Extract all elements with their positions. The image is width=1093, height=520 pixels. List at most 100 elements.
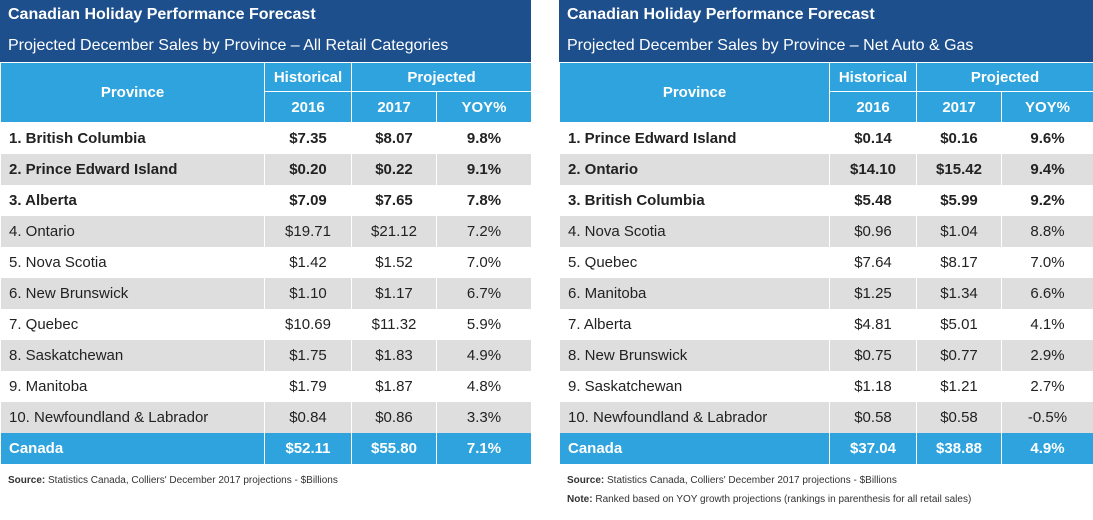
left-cell-h2016: $1.10 xyxy=(264,278,352,309)
right-cell-h2016: $0.14 xyxy=(829,122,917,154)
left-table-row: 3. Alberta $7.09 $7.65 7.8% xyxy=(0,185,533,216)
left-cell-province: 8. Saskatchewan xyxy=(0,340,265,371)
right-cell-h2016: $5.48 xyxy=(829,185,917,216)
right-table-row: 10. Newfoundland & Labrador $0.58 $0.58 -0.… xyxy=(559,402,1093,433)
right-source-label: Source: xyxy=(567,475,605,486)
right-source-text: Statistics Canada, Colliers' December 20… xyxy=(604,475,897,486)
left-cell-p2017: $1.52 xyxy=(351,247,437,278)
left-col-historical: Historical xyxy=(264,62,352,92)
left-panel: Canadian Holiday Performance Forecast Pr… xyxy=(0,0,533,490)
right-table-row: 2. Ontario $14.10 $15.42 9.4% xyxy=(559,154,1093,185)
right-cell-yoy: 2.9% xyxy=(1000,340,1093,371)
right-source: Source: Statistics Canada, Colliers' Dec… xyxy=(559,471,1093,509)
left-table-row: 8. Saskatchewan $1.75 $1.83 4.9% xyxy=(0,340,533,371)
left-cell-p2017: $1.87 xyxy=(351,371,437,402)
left-cell-province: 4. Ontario xyxy=(0,216,265,247)
right-col-2016: 2016 xyxy=(829,91,917,123)
right-total-h2016: $37.04 xyxy=(829,433,917,464)
right-cell-province: 5. Quebec xyxy=(559,247,830,278)
left-source-label: Source: xyxy=(8,475,46,486)
right-note-text: Ranked based on YOY growth projections (… xyxy=(592,494,972,505)
left-cell-yoy: 6.7% xyxy=(435,278,533,309)
left-cell-p2017: $11.32 xyxy=(351,309,437,340)
left-total-row: Canada $52.11 $55.80 7.1% xyxy=(0,433,533,464)
left-cell-h2016: $19.71 xyxy=(264,216,352,247)
left-total-yoy: 7.1% xyxy=(435,433,533,464)
right-total-row: Canada $37.04 $38.88 4.9% xyxy=(559,433,1093,464)
left-cell-p2017: $8.07 xyxy=(351,122,437,154)
left-col-2016: 2016 xyxy=(264,91,352,123)
left-cell-h2016: $1.42 xyxy=(264,247,352,278)
left-total-province: Canada xyxy=(0,433,265,464)
right-cell-province: 4. Nova Scotia xyxy=(559,216,830,247)
left-col-2017: 2017 xyxy=(351,91,437,123)
right-cell-province: 3. British Columbia xyxy=(559,185,830,216)
left-cell-province: 9. Manitoba xyxy=(0,371,265,402)
left-source: Source: Statistics Canada, Colliers' Dec… xyxy=(0,471,531,490)
right-table-row: 9. Saskatchewan $1.18 $1.21 2.7% xyxy=(559,371,1093,402)
left-table-row: 9. Manitoba $1.79 $1.87 4.8% xyxy=(0,371,533,402)
left-cell-p2017: $7.65 xyxy=(351,185,437,216)
left-cell-yoy: 7.2% xyxy=(435,216,533,247)
right-cell-p2017: $0.16 xyxy=(916,122,1002,154)
left-cell-yoy: 9.8% xyxy=(435,122,533,154)
right-table-row: 3. British Columbia $5.48 $5.99 9.2% xyxy=(559,185,1093,216)
right-cell-h2016: $14.10 xyxy=(829,154,917,185)
left-cell-h2016: $1.75 xyxy=(264,340,352,371)
right-cell-p2017: $1.34 xyxy=(916,278,1002,309)
left-cell-yoy: 7.8% xyxy=(435,185,533,216)
left-cell-province: 1. British Columbia xyxy=(0,122,265,154)
right-col-2017: 2017 xyxy=(916,91,1002,123)
right-total-p2017: $38.88 xyxy=(916,433,1002,464)
left-table-row: 4. Ontario $19.71 $21.12 7.2% xyxy=(0,216,533,247)
left-col-projected: Projected xyxy=(350,62,533,92)
right-cell-province: 6. Manitoba xyxy=(559,278,830,309)
left-table-row: 2. Prince Edward Island $0.20 $0.22 9.1% xyxy=(0,154,533,185)
left-title-block: Canadian Holiday Performance Forecast Pr… xyxy=(0,0,531,62)
right-table-row: 4. Nova Scotia $0.96 $1.04 8.8% xyxy=(559,216,1093,247)
right-cell-province: 2. Ontario xyxy=(559,154,830,185)
right-cell-yoy: 6.6% xyxy=(1000,278,1093,309)
left-cell-province: 3. Alberta xyxy=(0,185,265,216)
right-cell-province: 9. Saskatchewan xyxy=(559,371,830,402)
left-cell-province: 7. Quebec xyxy=(0,309,265,340)
left-cell-province: 10. Newfoundland & Labrador xyxy=(0,402,265,433)
right-cell-p2017: $0.77 xyxy=(916,340,1002,371)
right-col-projected: Projected xyxy=(915,62,1093,92)
right-table-row: 7. Alberta $4.81 $5.01 4.1% xyxy=(559,309,1093,340)
right-cell-h2016: $0.96 xyxy=(829,216,917,247)
right-col-province: Province xyxy=(559,62,830,123)
right-table-row: 8. New Brunswick $0.75 $0.77 2.9% xyxy=(559,340,1093,371)
left-cell-h2016: $0.84 xyxy=(264,402,352,433)
right-cell-h2016: $1.18 xyxy=(829,371,917,402)
right-cell-h2016: $0.75 xyxy=(829,340,917,371)
right-col-historical: Historical xyxy=(829,62,917,92)
right-subtitle: Projected December Sales by Province – N… xyxy=(567,37,974,54)
right-table: Province Historical Projected 2016 2017 … xyxy=(559,62,1093,464)
left-cell-p2017: $0.22 xyxy=(351,154,437,185)
left-cell-h2016: $10.69 xyxy=(264,309,352,340)
left-cell-p2017: $21.12 xyxy=(351,216,437,247)
left-cell-h2016: $1.79 xyxy=(264,371,352,402)
right-cell-h2016: $4.81 xyxy=(829,309,917,340)
left-cell-h2016: $7.09 xyxy=(264,185,352,216)
right-cell-p2017: $5.99 xyxy=(916,185,1002,216)
right-total-yoy: 4.9% xyxy=(1000,433,1093,464)
right-cell-p2017: $8.17 xyxy=(916,247,1002,278)
left-cell-province: 5. Nova Scotia xyxy=(0,247,265,278)
right-cell-p2017: $15.42 xyxy=(916,154,1002,185)
left-subtitle: Projected December Sales by Province – A… xyxy=(8,37,449,54)
right-title-block: Canadian Holiday Performance Forecast Pr… xyxy=(559,0,1093,62)
right-cell-province: 8. New Brunswick xyxy=(559,340,830,371)
left-table-row: 7. Quebec $10.69 $11.32 5.9% xyxy=(0,309,533,340)
right-cell-p2017: $0.58 xyxy=(916,402,1002,433)
left-cell-yoy: 4.9% xyxy=(435,340,533,371)
left-cell-yoy: 3.3% xyxy=(435,402,533,433)
right-cell-province: 10. Newfoundland & Labrador xyxy=(559,402,830,433)
left-col-province: Province xyxy=(0,62,265,123)
right-col-yoy: YOY% xyxy=(1000,91,1093,123)
right-cell-yoy: 9.6% xyxy=(1000,122,1093,154)
right-cell-province: 7. Alberta xyxy=(559,309,830,340)
right-cell-p2017: $1.21 xyxy=(916,371,1002,402)
left-cell-h2016: $7.35 xyxy=(264,122,352,154)
